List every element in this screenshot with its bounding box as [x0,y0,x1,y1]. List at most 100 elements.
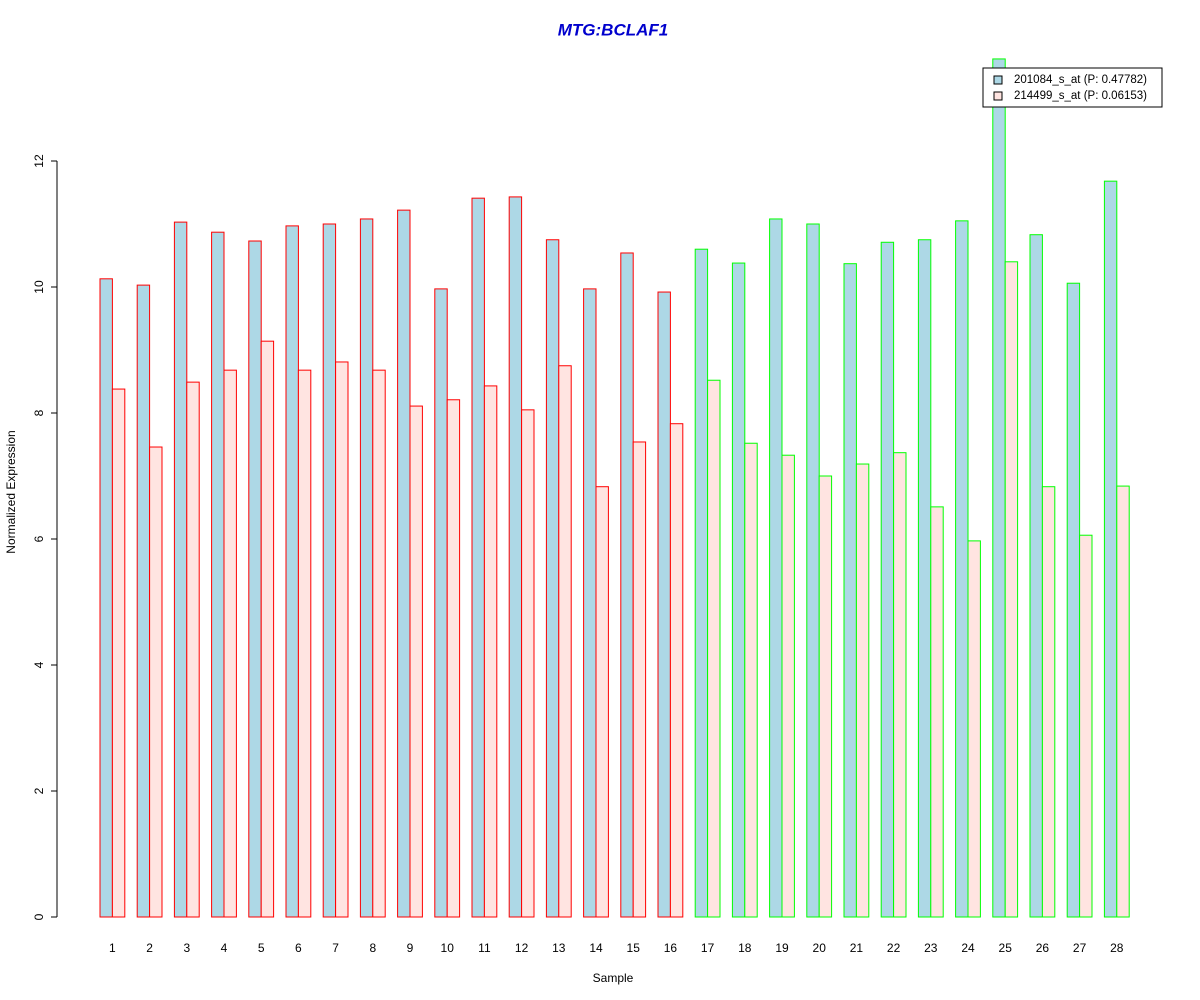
bar [99,278,113,918]
bar [359,218,374,918]
y-tick-label: 10 [32,280,46,294]
x-tick-label: 2 [146,941,153,955]
bar [136,284,151,918]
bar [1041,486,1056,918]
bar [372,369,386,918]
bar [917,239,932,918]
bar [1079,534,1093,918]
bar [508,196,523,918]
y-axis-label: Normalized Expression [4,430,18,553]
bar [173,221,188,918]
x-tick-label: 11 [478,941,491,955]
bar [769,218,783,918]
bar [223,369,237,918]
bar [694,248,709,918]
bar [285,225,299,918]
x-tick-label: 13 [552,941,566,955]
y-tick-label: 12 [32,154,46,168]
bar [843,263,857,918]
bar [545,239,560,918]
x-tick-label: 24 [961,941,975,955]
legend-swatch [993,75,1003,85]
x-tick-label: 23 [924,941,938,955]
y-tick-label: 2 [32,787,46,794]
x-tick-label: 22 [887,941,901,955]
x-tick-label: 14 [589,941,603,955]
bar [583,288,597,918]
bar [211,231,225,918]
bar [1103,180,1118,918]
x-tick-label: 10 [441,941,455,955]
legend-label: 201084_s_at (P: 0.47782) [1014,74,1147,86]
bar [335,361,349,918]
x-tick-label: 7 [332,941,339,955]
bar [893,452,907,918]
bar [930,506,944,918]
x-tick-label: 3 [183,941,190,955]
x-tick-label: 28 [1110,941,1124,955]
bar [1004,261,1019,918]
x-tick-label: 5 [258,941,265,955]
bar [521,409,535,918]
bar [657,291,671,918]
bar [955,220,969,918]
x-tick-label: 9 [407,941,414,955]
y-tick-label: 6 [32,535,46,542]
x-tick-label: 4 [221,941,228,955]
bar [248,240,262,918]
legend-box [982,67,1163,108]
x-tick-label: 12 [515,941,529,955]
y-tick-label: 8 [32,409,46,416]
bar [111,388,126,918]
bar [707,379,721,918]
x-tick-label: 21 [850,941,864,955]
x-tick-label: 15 [627,941,641,955]
bar [818,475,833,918]
bar [669,423,684,918]
bar [322,223,337,918]
bar [471,197,485,918]
bar [260,340,275,918]
bar [1029,234,1043,918]
bar [781,454,795,918]
x-tick-label: 1 [109,941,116,955]
x-tick-label: 19 [775,941,789,955]
bar [992,58,1006,918]
bar [806,223,820,918]
bar [620,252,634,918]
bar [434,288,448,918]
x-tick-label: 17 [701,941,715,955]
bar [731,262,746,918]
x-tick-label: 27 [1073,941,1087,955]
bar [855,463,870,918]
bar [595,486,609,918]
bar [186,381,200,918]
x-tick-label: 25 [999,941,1013,955]
bar [880,241,895,918]
legend-label: 214499_s_at (P: 0.06153) [1014,90,1147,102]
x-tick-label: 6 [295,941,302,955]
bar [744,442,758,918]
y-tick-label: 4 [32,661,46,668]
y-tick-label: 0 [32,913,46,920]
bar [558,365,572,918]
bar [446,399,461,918]
bar [149,446,163,918]
x-tick-label: 18 [738,941,752,955]
x-axis-label: Sample [593,971,634,985]
bar [409,405,423,918]
bar [397,209,411,918]
x-tick-label: 16 [664,941,678,955]
bar [1066,282,1081,918]
legend-swatch [993,91,1003,101]
x-tick-label: 26 [1036,941,1050,955]
chart-title: MTG:BCLAF1 [558,20,668,39]
bar [483,385,498,918]
bar [967,540,981,918]
bar [632,441,647,918]
x-tick-label: 20 [813,941,827,955]
bar [1116,485,1130,918]
x-tick-label: 8 [369,941,376,955]
bar [297,369,312,918]
